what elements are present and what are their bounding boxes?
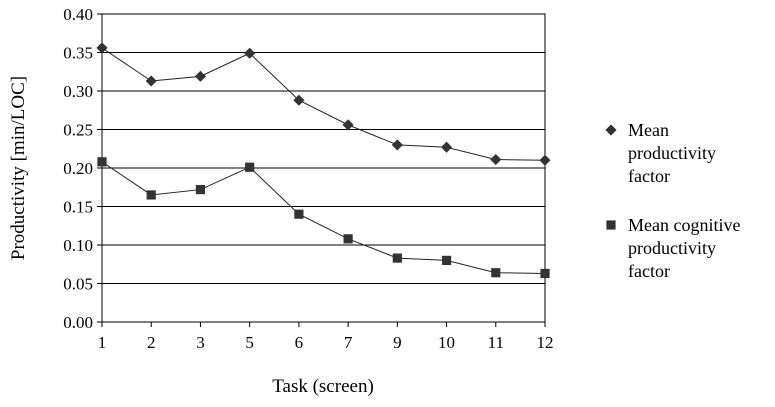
diamond-point <box>293 94 305 106</box>
legend-label-line: Mean <box>628 120 669 140</box>
square-point <box>491 268 501 278</box>
diamond-point <box>440 141 453 153</box>
x-axis-title: Task (screen) <box>272 376 374 397</box>
diamond-point <box>145 75 157 87</box>
y-tick-label: 0.10 <box>63 236 93 255</box>
diamond-point <box>244 47 256 59</box>
square-point <box>392 253 402 263</box>
y-axis-title: Productivity [min/LOC] <box>8 76 29 260</box>
x-tick-label: 12 <box>537 333 554 352</box>
x-tick-label: 11 <box>488 333 504 352</box>
square-point <box>441 255 452 266</box>
diamond-point <box>194 70 207 82</box>
x-tick-label: 6 <box>295 333 304 352</box>
square-point <box>294 209 304 219</box>
y-tick-label: 0.40 <box>63 5 93 24</box>
y-axis-ticks: 0.00 0.05 0.10 0.15 0.20 0.25 0.30 0.35 0.40 <box>63 5 102 332</box>
legend-entry-1: Mean productivity factor <box>605 120 716 186</box>
series-group <box>96 42 551 279</box>
y-tick-label: 0.15 <box>63 198 93 217</box>
x-tick-label: 3 <box>196 333 205 352</box>
square-point <box>343 234 353 244</box>
x-axis-ticks: 1 2 3 5 6 7 9 10 11 12 <box>98 322 554 352</box>
x-tick-label: 10 <box>438 333 455 352</box>
series-line <box>101 47 546 161</box>
diamond-point <box>391 139 403 151</box>
gridlines <box>102 52 545 284</box>
square-point <box>245 162 255 172</box>
y-tick-label: 0.30 <box>63 82 93 101</box>
square-point <box>146 190 156 200</box>
y-tick-label: 0.05 <box>63 275 93 294</box>
y-tick-label: 0.00 <box>63 313 93 332</box>
y-tick-label: 0.20 <box>63 159 93 178</box>
legend-entry-2: Mean cognitive productivity factor <box>606 215 740 281</box>
square-point <box>195 184 206 195</box>
x-tick-label: 1 <box>98 333 107 352</box>
legend-label-line: factor <box>628 166 670 186</box>
legend-square-icon <box>606 220 616 230</box>
legend-label-line: productivity <box>628 143 716 163</box>
x-tick-label: 7 <box>344 333 353 352</box>
legend: Mean productivity factor Mean cognitive prod… <box>605 120 740 281</box>
y-tick-label: 0.25 <box>63 121 93 140</box>
series-2 <box>97 157 550 279</box>
x-tick-label: 5 <box>245 333 254 352</box>
legend-label-line: productivity <box>628 238 716 258</box>
x-tick-label: 9 <box>393 333 402 352</box>
x-tick-label: 2 <box>147 333 156 352</box>
square-point <box>540 268 550 279</box>
legend-label-line: factor <box>628 261 670 281</box>
diamond-point <box>96 42 108 54</box>
square-point <box>97 157 107 167</box>
series-1 <box>96 42 551 166</box>
y-tick-label: 0.35 <box>63 44 93 63</box>
diamond-point <box>539 154 551 166</box>
diamond-point <box>342 119 354 131</box>
series-line <box>101 161 546 274</box>
diamond-point <box>490 153 502 166</box>
legend-label-line: Mean cognitive <box>628 215 740 235</box>
legend-diamond-icon <box>605 124 617 136</box>
